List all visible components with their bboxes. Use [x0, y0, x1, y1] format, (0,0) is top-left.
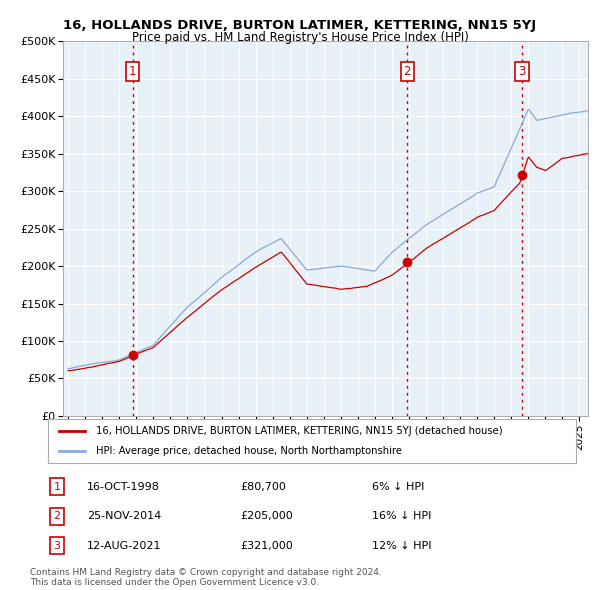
Text: 16% ↓ HPI: 16% ↓ HPI	[372, 512, 431, 521]
Text: Price paid vs. HM Land Registry's House Price Index (HPI): Price paid vs. HM Land Registry's House …	[131, 31, 469, 44]
Text: 6% ↓ HPI: 6% ↓ HPI	[372, 482, 424, 491]
Text: 2: 2	[53, 512, 61, 521]
Text: 25-NOV-2014: 25-NOV-2014	[87, 512, 161, 521]
Text: 1: 1	[129, 65, 136, 78]
Text: 16-OCT-1998: 16-OCT-1998	[87, 482, 160, 491]
Text: 16, HOLLANDS DRIVE, BURTON LATIMER, KETTERING, NN15 5YJ: 16, HOLLANDS DRIVE, BURTON LATIMER, KETT…	[64, 19, 536, 32]
Text: 3: 3	[518, 65, 526, 78]
Text: 3: 3	[53, 541, 61, 550]
Text: 16, HOLLANDS DRIVE, BURTON LATIMER, KETTERING, NN15 5YJ (detached house): 16, HOLLANDS DRIVE, BURTON LATIMER, KETT…	[95, 427, 502, 436]
Text: 1: 1	[53, 482, 61, 491]
Text: £321,000: £321,000	[240, 541, 293, 550]
Text: 12% ↓ HPI: 12% ↓ HPI	[372, 541, 431, 550]
Text: 2: 2	[404, 65, 411, 78]
Text: 12-AUG-2021: 12-AUG-2021	[87, 541, 161, 550]
Text: £205,000: £205,000	[240, 512, 293, 521]
Text: HPI: Average price, detached house, North Northamptonshire: HPI: Average price, detached house, Nort…	[95, 446, 401, 455]
Text: £80,700: £80,700	[240, 482, 286, 491]
Text: Contains HM Land Registry data © Crown copyright and database right 2024.
This d: Contains HM Land Registry data © Crown c…	[30, 568, 382, 587]
